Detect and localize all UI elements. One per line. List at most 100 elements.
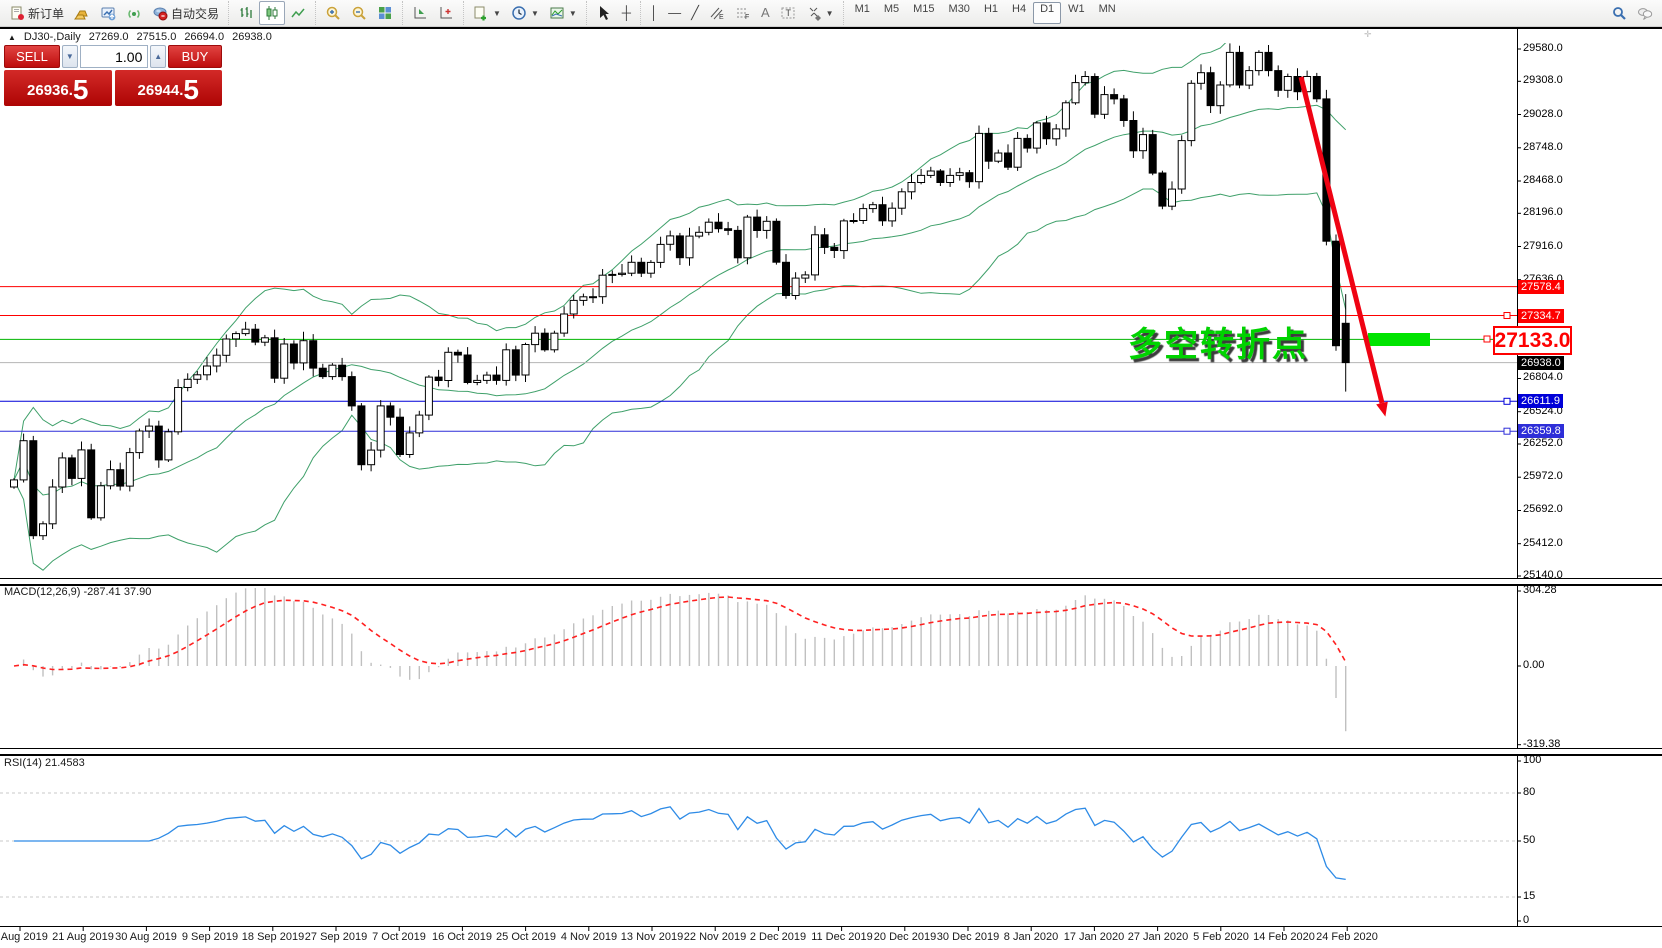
line-chart-button[interactable] — [285, 1, 311, 25]
label-button[interactable]: T — [775, 1, 801, 25]
date-tick-label[interactable]: 13 Nov 2019 — [620, 931, 684, 943]
turning-point-annotation[interactable]: 多空转折点 — [1128, 326, 1308, 364]
volume-input[interactable]: 1.00 — [79, 45, 149, 68]
trendline-button[interactable]: ╱ — [686, 1, 704, 25]
date-tick-label[interactable]: 30 Dec 2019 — [936, 931, 1000, 943]
tf-d1[interactable]: D1 — [1033, 2, 1062, 24]
tile-windows-button[interactable] — [372, 1, 398, 25]
sell-price-main: 26936 — [27, 82, 69, 99]
trendline-icon: ╱ — [691, 5, 699, 20]
window-collapse-icon[interactable]: ▲ — [8, 32, 16, 42]
tf-h4[interactable]: H4 — [1012, 3, 1027, 15]
date-tick-label[interactable]: 8 Jan 2020 — [1003, 931, 1059, 943]
add-indicator-caret[interactable]: ▼ — [493, 8, 501, 18]
buy-price-button[interactable]: 26944. 5 — [114, 70, 222, 106]
indicator-window-icon — [412, 5, 428, 21]
crosshair-button[interactable]: ┼ — [617, 1, 636, 25]
indicator-window-button[interactable] — [407, 1, 433, 25]
zoom-in-button[interactable] — [320, 1, 346, 25]
date-tick-label[interactable]: 27 Sep 2019 — [304, 931, 368, 943]
horizontal-line-button[interactable]: — — [663, 1, 686, 25]
sell-price-button[interactable]: 26936. 5 — [4, 70, 112, 106]
svg-text:T: T — [785, 8, 791, 18]
chat-button[interactable] — [1632, 1, 1658, 25]
template-button[interactable]: ▼ — [544, 1, 582, 25]
zoom-out-button[interactable] — [346, 1, 372, 25]
tf-m5[interactable]: M5 — [883, 3, 900, 15]
price-callout-box[interactable]: 27133.0 — [1493, 326, 1572, 355]
date-tick-label[interactable]: 17 Jan 2020 — [1063, 931, 1125, 943]
signal-button[interactable] — [121, 1, 147, 25]
date-tick-label[interactable]: 25 Oct 2019 — [496, 931, 556, 943]
date-tick-label[interactable]: 20 Dec 2019 — [873, 931, 937, 943]
date-tick-label[interactable]: 21 Aug 2019 — [52, 931, 114, 943]
publish-chart-button[interactable] — [95, 1, 121, 25]
indicator-add-window-button[interactable] — [433, 1, 459, 25]
date-tick-label[interactable]: 22 Nov 2019 — [683, 931, 747, 943]
date-tick-label[interactable]: 5 Feb 2020 — [1193, 931, 1249, 943]
date-tick-label[interactable]: 4 Nov 2019 — [560, 931, 618, 943]
chart-grip-icon[interactable]: ✛ — [1364, 29, 1372, 39]
chat-icon — [1637, 5, 1653, 21]
down-arrow-line — [1298, 76, 1385, 404]
tf-h1[interactable]: H1 — [983, 3, 998, 15]
channel-icon: E — [709, 5, 725, 21]
price-tick-label: 29028.0 — [1523, 108, 1563, 120]
auto-trading-button[interactable]: 自动交易 — [147, 1, 224, 25]
label-icon: T — [780, 5, 796, 21]
search-button[interactable] — [1606, 1, 1632, 25]
sell-button[interactable]: SELL — [4, 45, 60, 68]
channel-button[interactable]: E — [704, 1, 730, 25]
vertical-line-button[interactable]: │ — [645, 1, 663, 25]
date-tick-label[interactable]: 27 Jan 2020 — [1127, 931, 1189, 943]
macd-rsi-separator[interactable] — [0, 748, 1662, 756]
shapes-button[interactable]: ▼ — [801, 1, 839, 25]
fibonacci-button[interactable]: F — [730, 1, 756, 25]
period-clock-button[interactable]: ▼ — [506, 1, 544, 25]
tf-m15[interactable]: M15 — [913, 3, 935, 15]
tf-m30[interactable]: M30 — [948, 3, 970, 15]
date-tick-label[interactable]: 2 Aug 2019 — [0, 931, 48, 943]
chart-window-border — [0, 27, 1662, 29]
date-tick-label[interactable]: 14 Feb 2020 — [1253, 931, 1315, 943]
buy-button[interactable]: BUY — [168, 45, 222, 68]
chart-type-group — [228, 1, 315, 25]
price-tick-label: 29580.0 — [1523, 42, 1563, 54]
gold-button[interactable] — [69, 1, 95, 25]
date-tick-label[interactable]: 7 Oct 2019 — [372, 931, 426, 943]
cursor-button[interactable] — [591, 1, 617, 25]
price-tick-label: 26252.0 — [1523, 437, 1563, 449]
add-indicator-icon — [473, 5, 489, 21]
chart-symbol-period: DJ30-,Daily — [23, 31, 81, 43]
text-button[interactable]: A — [756, 1, 775, 25]
price-line-tag: 26359.8 — [1518, 424, 1564, 438]
date-tick-label[interactable]: 30 Aug 2019 — [115, 931, 177, 943]
search-icon — [1611, 5, 1627, 21]
date-tick-label[interactable]: 11 Dec 2019 — [811, 931, 873, 943]
main-macd-separator[interactable] — [0, 578, 1662, 586]
date-tick-label[interactable]: 18 Sep 2019 — [241, 931, 305, 943]
date-tick-label[interactable]: 9 Sep 2019 — [181, 931, 239, 943]
price-tick-label: 25140.0 — [1523, 569, 1563, 581]
tf-w1[interactable]: W1 — [1068, 3, 1085, 15]
volume-decrease-button[interactable]: ▼ — [62, 45, 78, 68]
rsi-tick-label: 100 — [1523, 754, 1542, 766]
period-clock-caret[interactable]: ▼ — [530, 8, 539, 18]
new-order-button[interactable]: 新订单 — [4, 1, 69, 25]
template-caret[interactable]: ▼ — [568, 8, 577, 18]
date-tick-label[interactable]: 16 Oct 2019 — [432, 931, 492, 943]
price-tick-label: 29308.0 — [1523, 74, 1563, 86]
date-tick-label[interactable]: 2 Dec 2019 — [749, 931, 807, 943]
bar-chart-button[interactable] — [233, 1, 259, 25]
add-indicator-button[interactable]: ▼ — [468, 1, 506, 25]
volume-increase-button[interactable]: ▲ — [150, 45, 166, 68]
date-tick-label[interactable]: 24 Feb 2020 — [1316, 931, 1378, 943]
tf-m1[interactable]: M1 — [854, 3, 870, 15]
price-tick-label: 26804.0 — [1523, 371, 1563, 383]
cursor-group: ┼ — [585, 1, 640, 25]
candlestick-button[interactable] — [259, 1, 286, 25]
shapes-caret[interactable]: ▼ — [825, 8, 834, 18]
signal-icon — [126, 5, 142, 21]
tf-mn[interactable]: MN — [1098, 3, 1116, 15]
